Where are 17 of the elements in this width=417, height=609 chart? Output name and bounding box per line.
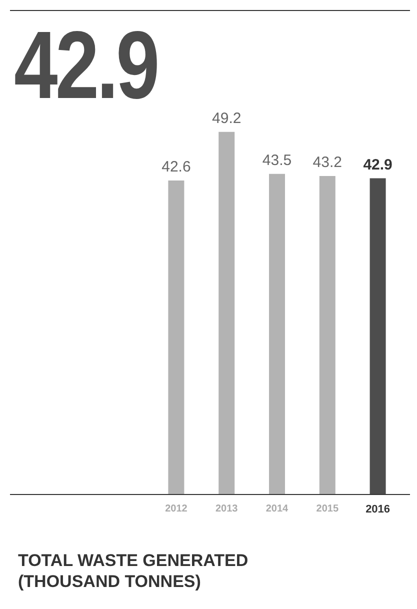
text: 42.9 [14,12,158,119]
data-label: 42.9 [363,156,392,174]
bar [319,176,336,494]
text: TOTAL WASTE GENERATED (THOUSAND TONNES) [18,550,250,592]
x-tick-label: 2015 [316,504,339,514]
bar [370,178,386,494]
data-label: 42.6 [162,158,191,176]
bar [168,180,184,494]
data-label: 43.2 [312,154,342,172]
x-tick-label: 2016 [366,504,390,516]
data-label: 43.5 [262,152,292,169]
x-tick-label: 2014 [266,504,289,514]
data-label: 49.2 [212,110,242,127]
bar [218,132,235,494]
x-tick-label: 2012 [165,504,188,514]
bar [269,174,285,494]
x-tick-label: 2013 [215,504,238,514]
